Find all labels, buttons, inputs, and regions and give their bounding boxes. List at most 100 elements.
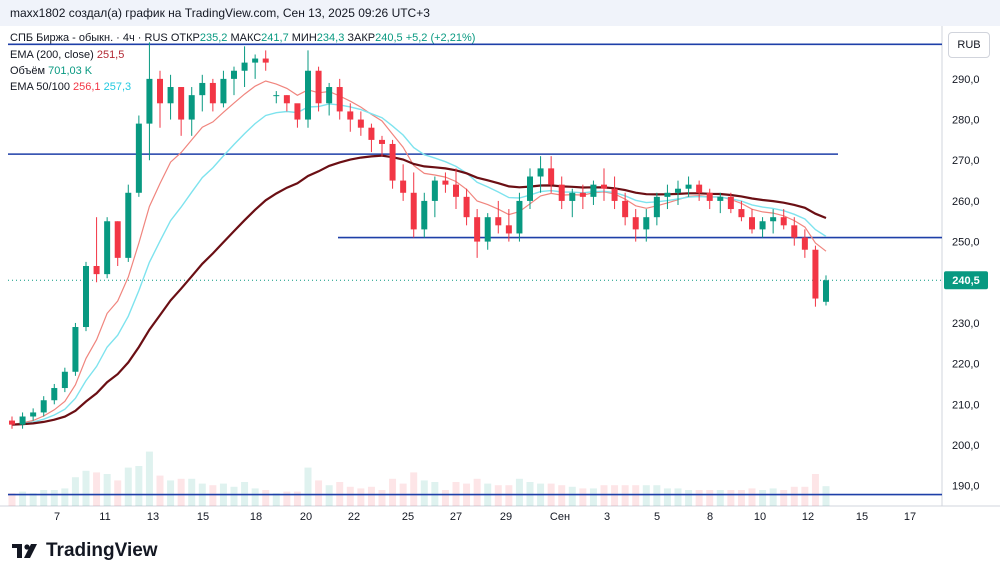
volume-bar bbox=[145, 451, 153, 506]
candle-body bbox=[368, 127, 375, 140]
y-tick-label: 210,0 bbox=[952, 399, 980, 411]
volume-bar bbox=[367, 486, 375, 506]
volume-bar bbox=[389, 478, 397, 506]
currency-button[interactable]: RUB bbox=[948, 32, 990, 58]
volume-bar bbox=[293, 491, 301, 506]
volume-bar bbox=[600, 485, 608, 506]
volume-bar bbox=[61, 488, 69, 506]
volume-bar bbox=[473, 478, 481, 506]
volume-bar bbox=[727, 490, 735, 506]
price-chart[interactable]: 190,0200,0210,0220,0230,0240,0250,0260,0… bbox=[0, 26, 1000, 526]
volume-bar bbox=[579, 488, 587, 506]
candle-body bbox=[336, 87, 343, 112]
y-tick-label: 290,0 bbox=[952, 74, 980, 86]
volume-bar bbox=[272, 493, 280, 506]
volume-bar bbox=[780, 490, 788, 506]
candle-body bbox=[400, 180, 407, 193]
ema200-value: 251,5 bbox=[96, 49, 125, 61]
volume-bar bbox=[801, 486, 809, 506]
candle-body bbox=[178, 87, 185, 120]
x-tick-label: 20 bbox=[300, 511, 312, 523]
volume-bar bbox=[515, 478, 523, 506]
candle-body bbox=[125, 192, 132, 258]
volume-bar bbox=[685, 490, 693, 506]
high-label: МАКС bbox=[230, 32, 262, 44]
candle-body bbox=[114, 221, 121, 258]
volume-bar bbox=[8, 493, 16, 506]
x-tick-label: 3 bbox=[604, 511, 610, 523]
candle-body bbox=[759, 221, 766, 230]
x-tick-label: 12 bbox=[802, 511, 814, 523]
last-price-badge bbox=[944, 271, 988, 290]
x-tick-label: Сен bbox=[550, 511, 570, 523]
x-tick-label: 10 bbox=[754, 511, 766, 523]
candle-body bbox=[664, 192, 671, 197]
candle-body bbox=[569, 192, 576, 201]
legend-ema200[interactable]: EMA (200, close) 251,5 bbox=[10, 49, 124, 61]
volume-bar bbox=[167, 480, 175, 506]
legend-ema50100[interactable]: EMA 50/100 256,1 257,3 bbox=[10, 81, 131, 93]
candle-body bbox=[315, 70, 322, 104]
candle-body bbox=[611, 188, 618, 201]
x-tick-label: 15 bbox=[197, 511, 209, 523]
volume-bar bbox=[19, 491, 27, 506]
volume-bar bbox=[769, 488, 777, 506]
ema50100-label: EMA 50/100 bbox=[10, 81, 70, 93]
candle-body bbox=[273, 95, 280, 97]
candle-body bbox=[252, 58, 259, 63]
candle-body bbox=[40, 400, 47, 413]
legend-volume[interactable]: Объём 701,03 K bbox=[10, 65, 92, 77]
candle-body bbox=[791, 225, 798, 238]
volume-bar bbox=[611, 485, 619, 506]
volume-bar bbox=[748, 488, 756, 506]
candle-body bbox=[558, 184, 565, 201]
candle-body bbox=[622, 200, 629, 218]
attribution-text: maxx1802 создал(а) график на TradingView… bbox=[10, 6, 430, 20]
open-value: 235,2 bbox=[199, 32, 228, 44]
candle-body bbox=[653, 196, 660, 218]
volume-bar bbox=[558, 485, 566, 506]
y-tick-label: 250,0 bbox=[952, 237, 980, 249]
volume-label: Объём bbox=[10, 65, 46, 77]
x-tick-label: 7 bbox=[54, 511, 60, 523]
candle-body bbox=[717, 196, 724, 201]
candle-body bbox=[104, 221, 111, 275]
candle-body bbox=[463, 196, 470, 218]
ema100-value: 257,3 bbox=[103, 81, 132, 93]
close-value: 240,5 bbox=[375, 32, 403, 44]
y-tick-label: 220,0 bbox=[952, 359, 980, 371]
candle-body bbox=[495, 217, 502, 226]
close-label: ЗАКР bbox=[347, 32, 376, 44]
volume-bar bbox=[706, 490, 714, 506]
x-tick-label: 18 bbox=[250, 511, 262, 523]
candle-body bbox=[474, 217, 481, 242]
low-value: 234,3 bbox=[316, 32, 345, 44]
x-tick-label: 25 bbox=[402, 511, 414, 523]
candle-body bbox=[220, 78, 227, 104]
candle-body bbox=[357, 119, 364, 128]
candle-body bbox=[9, 420, 15, 425]
volume-bar bbox=[283, 491, 291, 506]
volume-bar bbox=[663, 488, 671, 506]
attribution-bar: maxx1802 создал(а) график на TradingView… bbox=[0, 0, 1000, 26]
volume-bar bbox=[441, 490, 449, 506]
volume-bar bbox=[410, 472, 418, 506]
candle-body bbox=[685, 184, 692, 189]
volume-bar bbox=[114, 480, 122, 506]
candle-body bbox=[780, 217, 787, 226]
legend-symbol: СПБ Биржа - обыкн. · 4ч · RUS bbox=[10, 32, 168, 44]
candle-body bbox=[749, 217, 755, 230]
volume-bar bbox=[505, 485, 513, 506]
candle-body bbox=[241, 62, 248, 71]
volume-bar bbox=[209, 485, 217, 506]
volume-bar bbox=[737, 490, 745, 506]
volume-value: 701,03 K bbox=[48, 65, 93, 77]
volume-bar bbox=[674, 488, 682, 506]
candle-body bbox=[770, 217, 777, 222]
volume-bar bbox=[325, 485, 333, 506]
volume-bar bbox=[642, 485, 650, 506]
volume-bar bbox=[29, 493, 37, 506]
volume-bar bbox=[156, 475, 164, 506]
candle-body bbox=[83, 266, 89, 328]
volume-bar bbox=[632, 485, 640, 506]
